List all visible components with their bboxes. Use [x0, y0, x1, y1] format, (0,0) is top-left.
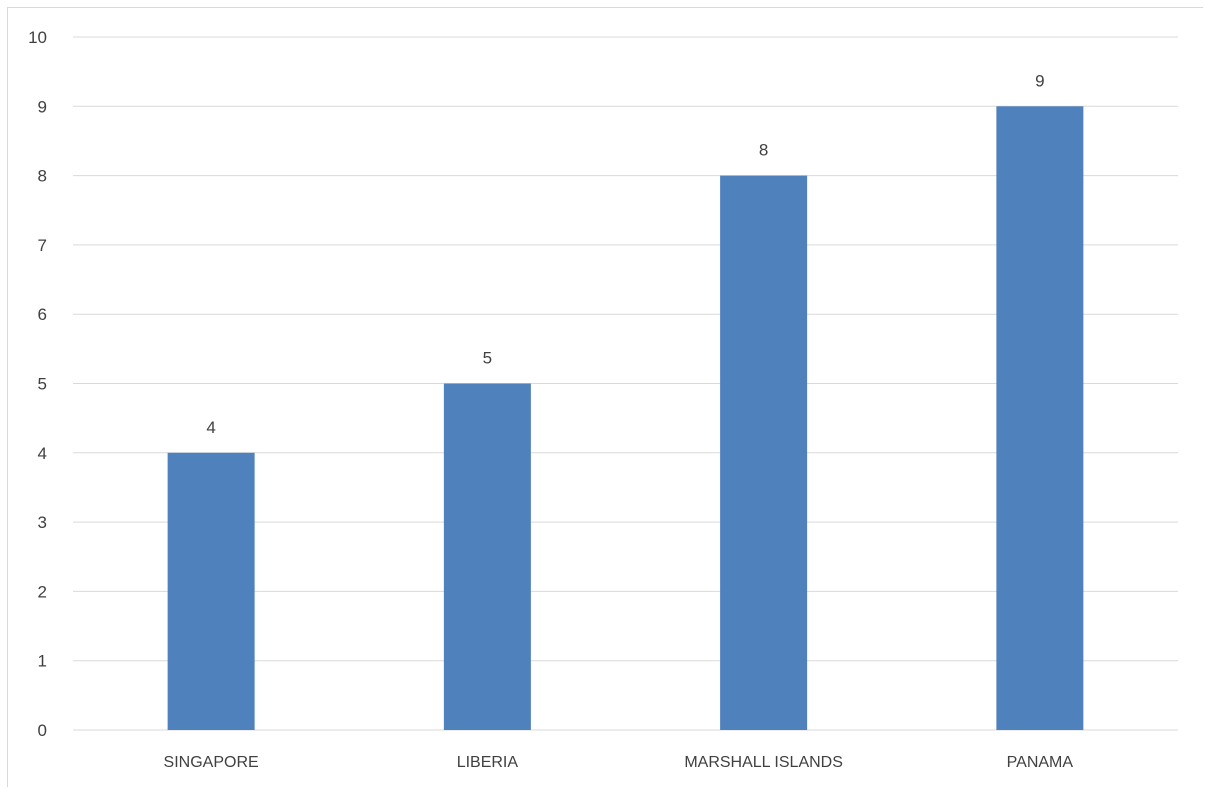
data-labels: 4 5 8 9 — [206, 71, 1044, 437]
y-tick-label: 4 — [38, 444, 47, 463]
bar — [167, 452, 255, 730]
x-category-label: MARSHALL ISLANDS — [684, 754, 843, 771]
y-tick-label: 9 — [38, 97, 47, 116]
y-tick-label: 0 — [38, 721, 47, 740]
bar — [443, 383, 531, 730]
y-tick-label: 7 — [38, 236, 47, 255]
x-category-label: PANAMA — [1007, 754, 1074, 771]
y-tick-label: 3 — [38, 513, 47, 532]
bar — [996, 106, 1084, 731]
data-label: 4 — [206, 418, 215, 437]
y-tick-label: 8 — [38, 167, 47, 186]
y-axis-tick-labels: 0 1 2 3 4 5 6 7 8 9 10 — [28, 28, 47, 740]
grid-lines — [73, 36, 1178, 731]
x-axis-category-labels: SINGAPORE LIBERIA MARSHALL ISLANDS PANAMA — [164, 754, 1074, 771]
y-tick-label: 2 — [38, 582, 47, 601]
bars — [167, 106, 1084, 731]
y-tick-label: 10 — [28, 28, 47, 47]
y-tick-label: 1 — [38, 652, 47, 671]
data-label: 5 — [483, 349, 492, 368]
chart-frame — [7, 7, 1203, 787]
data-label: 8 — [759, 141, 768, 160]
bar — [720, 175, 808, 731]
x-category-label: LIBERIA — [457, 754, 519, 771]
y-tick-label: 6 — [38, 305, 47, 324]
y-tick-label: 5 — [38, 375, 47, 394]
x-category-label: SINGAPORE — [164, 754, 259, 771]
data-label: 9 — [1035, 71, 1044, 90]
